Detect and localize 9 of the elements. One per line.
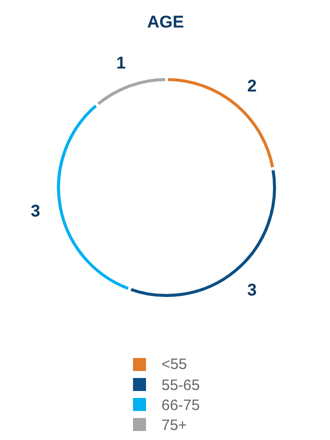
legend-label: 66-75: [162, 397, 200, 414]
data-label: 1: [116, 54, 126, 73]
data-label: 3: [247, 280, 257, 300]
legend-label: 55-65: [162, 377, 200, 394]
data-label: 3: [30, 202, 40, 221]
legend-label: <55: [162, 356, 187, 373]
legend-label: 75+: [162, 417, 188, 434]
chart-title: AGE: [147, 12, 184, 32]
data-label: 2: [247, 76, 257, 96]
